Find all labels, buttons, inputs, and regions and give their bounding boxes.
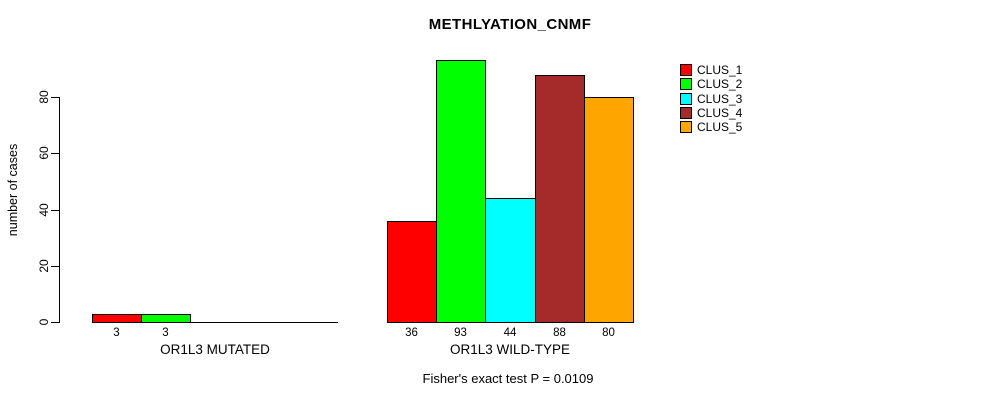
group-label: OR1L3 WILD-TYPE [449, 342, 571, 357]
y-axis-label: number of cases [6, 143, 20, 237]
bar-value-label: 93 [454, 327, 467, 339]
bar-value-label: 36 [405, 327, 418, 339]
legend-swatch-clus_1 [680, 64, 692, 77]
legend-swatch-clus_3 [680, 92, 692, 105]
legend-label: CLUS_4 [697, 106, 743, 121]
y-tick-label: 40 [37, 203, 51, 217]
y-tick [51, 210, 59, 211]
bar-clus_5 [584, 97, 634, 323]
y-tick-label: 60 [37, 146, 51, 160]
y-tick [51, 97, 59, 98]
legend-swatch-clus_2 [680, 78, 692, 91]
legend-item: CLUS_3 [680, 92, 742, 106]
group-label: OR1L3 MUTATED [160, 342, 270, 357]
y-tick-label: 20 [37, 259, 51, 273]
bar-value-label: 88 [553, 327, 566, 339]
legend-swatch-clus_4 [680, 107, 692, 120]
legend: CLUS_1 CLUS_2 CLUS_3 CLUS_4 CLUS_5 [680, 63, 742, 134]
fisher-test-annotation: Fisher's exact test P = 0.0109 [422, 371, 594, 386]
y-tick-label: 0 [37, 318, 51, 326]
legend-label: CLUS_3 [697, 91, 743, 106]
bar-clus_1 [92, 314, 142, 323]
x-baseline [92, 322, 338, 323]
bar-value-label: 3 [162, 327, 169, 339]
legend-item: CLUS_2 [680, 77, 742, 91]
y-tick [51, 322, 59, 323]
bar-clus_4 [535, 75, 585, 323]
y-tick-label: 80 [37, 90, 51, 104]
bar-clus_1 [387, 221, 437, 323]
bar-clus_2 [141, 314, 191, 323]
legend-label: CLUS_1 [697, 63, 743, 78]
bar-value-label: 80 [602, 327, 615, 339]
y-axis-line [59, 97, 60, 323]
legend-swatch-clus_5 [680, 121, 692, 134]
bar-clus_3 [485, 198, 536, 323]
y-tick [51, 153, 59, 154]
legend-item: CLUS_1 [680, 63, 742, 77]
legend-item: CLUS_4 [680, 106, 742, 120]
legend-item: CLUS_5 [680, 120, 742, 134]
chart-title: METHLYATION_CNMF [428, 16, 592, 33]
y-tick [51, 266, 59, 267]
legend-label: CLUS_2 [697, 77, 743, 92]
legend-label: CLUS_5 [697, 120, 743, 135]
bar-value-label: 44 [503, 327, 517, 339]
bar-clus_2 [436, 60, 486, 323]
bar-value-label: 3 [113, 327, 120, 339]
